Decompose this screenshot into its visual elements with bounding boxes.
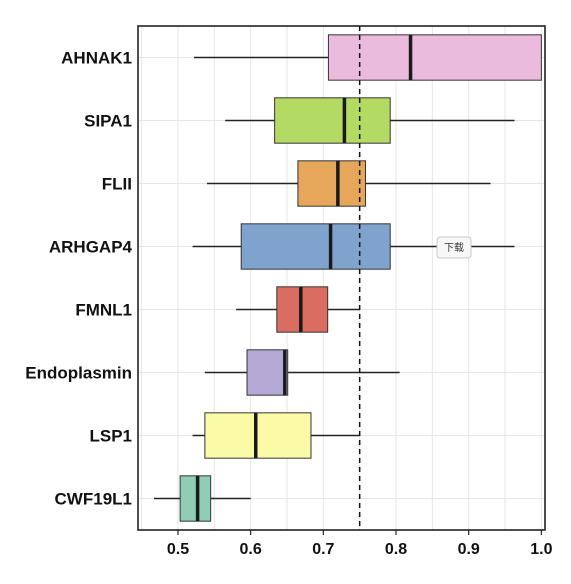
x-tick-label: 0.6: [240, 541, 262, 558]
category-label: FLII: [102, 175, 132, 194]
box-sipa1: [274, 97, 391, 144]
box-ahnak1: [327, 34, 542, 81]
tooltip-label[interactable]: 下载: [444, 242, 464, 254]
download-tooltip[interactable]: 下载: [436, 236, 472, 259]
category-label: Endoplasmin: [25, 364, 132, 383]
x-tick-label: 0.8: [385, 541, 407, 558]
category-labels: AHNAK1 SIPA1 FLII ARHGAP4 FMNL1 Endoplasmin LS…: [25, 49, 132, 509]
box-lsp1: [204, 412, 312, 459]
category-label: CWF19L1: [55, 490, 132, 509]
category-label: ARHGAP4: [49, 238, 133, 257]
x-axis-ticks: 0.5 0.6 0.7 0.8 0.9 1.0: [167, 530, 553, 558]
x-tick-label: 0.9: [458, 541, 480, 558]
box-cwf19l1: [179, 475, 212, 522]
tooltip-background[interactable]: [436, 236, 472, 259]
box-arhgap4: [240, 223, 391, 270]
x-tick-label: 0.5: [167, 541, 189, 558]
category-label: SIPA1: [84, 112, 132, 131]
category-label: LSP1: [89, 427, 132, 446]
box-endoplasmin: [246, 349, 289, 396]
boxes: [179, 34, 542, 522]
category-label: AHNAK1: [61, 49, 132, 68]
box-flii: [297, 160, 366, 207]
plot-frame: [137, 25, 546, 531]
category-label: FMNL1: [75, 301, 132, 320]
x-tick-label: 0.7: [312, 541, 334, 558]
x-tick-label: 1.0: [530, 541, 552, 558]
